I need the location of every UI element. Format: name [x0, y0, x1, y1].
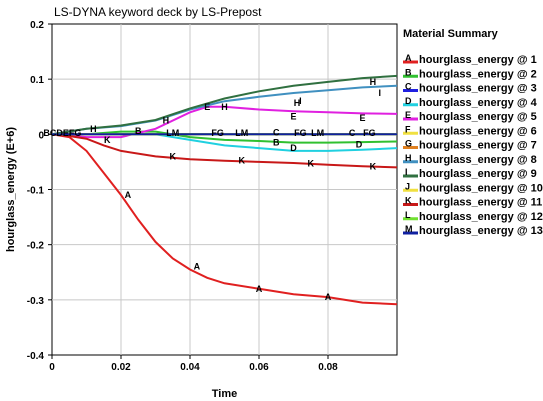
- series-marker-label: FG: [294, 128, 307, 138]
- x-tick-label: 0: [49, 362, 55, 373]
- series-marker-label: K: [308, 159, 315, 169]
- legend-title: Material Summary: [403, 28, 499, 40]
- legend-entry-label: hourglass_energy @ 13: [419, 225, 543, 237]
- series-marker-label: FG: [363, 128, 376, 138]
- series-line-B: [52, 130, 398, 144]
- series-marker-label: H: [294, 98, 301, 108]
- series-marker-label: K: [239, 155, 246, 165]
- series-marker-label: C: [349, 128, 356, 138]
- series-marker-label: A: [325, 292, 332, 302]
- series-marker-label: E: [359, 113, 365, 123]
- series-marker-label: H: [163, 116, 170, 126]
- legend-entry-label: hourglass_energy @ 7: [419, 140, 537, 152]
- series-marker-label: C: [273, 128, 280, 138]
- series-marker-label: I: [378, 88, 381, 98]
- legend-marker-letter: A: [405, 53, 412, 63]
- series-line-K: [51, 133, 398, 169]
- legend-marker-letter: D: [405, 96, 412, 106]
- series-marker-label: K: [170, 151, 177, 161]
- legend-marker-letter: J: [405, 181, 410, 191]
- y-tick-label: -0.3: [27, 296, 45, 307]
- series-marker-label: LM: [166, 128, 179, 138]
- series-marker-label: LM: [235, 128, 248, 138]
- series-marker-label: H: [221, 102, 228, 112]
- legend-marker-letter: G: [405, 139, 412, 149]
- legend-entry-label: hourglass_energy @ 4: [419, 97, 538, 109]
- legend-entry-label: hourglass_energy @ 5: [419, 111, 537, 123]
- legend-marker-letter: M: [405, 224, 413, 234]
- series-marker-label: FG: [211, 128, 224, 138]
- series-marker-label: B: [273, 138, 280, 148]
- legend-entry-label: hourglass_energy @ 1: [419, 54, 537, 66]
- series-marker-label: K: [370, 161, 377, 171]
- legend-marker-letter: E: [405, 110, 411, 120]
- series-line-E: [51, 105, 398, 139]
- legend-marker-letter: B: [405, 67, 412, 77]
- series-marker-label: A: [125, 190, 132, 200]
- legend-entry-label: hourglass_energy @ 12: [419, 211, 543, 223]
- y-axis-label: hourglass_energy (E+6): [5, 127, 17, 252]
- legend-marker-letter: C: [405, 82, 412, 92]
- legend-entry-label: hourglass_energy @ 3: [419, 83, 537, 95]
- legend-entry-label: hourglass_energy @ 8: [419, 154, 537, 166]
- series-line-A: [51, 133, 398, 306]
- series-marker-label: LM: [311, 128, 324, 138]
- y-tick-label: -0.2: [27, 241, 45, 252]
- legend-marker-letter: F: [405, 124, 411, 134]
- legend-entry-label: hourglass_energy @ 11: [419, 197, 542, 209]
- series-marker-label: E: [290, 112, 296, 122]
- y-tick-label: 0.1: [30, 75, 44, 86]
- legend-marker-letter: L: [405, 210, 411, 220]
- series-marker-label: I: [299, 96, 302, 106]
- legend-marker-letter: I: [405, 167, 408, 177]
- y-tick-label: 0.2: [30, 20, 44, 31]
- series-marker-label: B: [135, 126, 142, 136]
- series-marker-label: K: [104, 135, 111, 145]
- series-line-I: [51, 74, 398, 136]
- legend-entry-label: hourglass_energy @ 9: [419, 168, 537, 180]
- x-tick-label: 0.04: [180, 362, 200, 373]
- series-marker-label: H: [90, 124, 97, 134]
- series-marker-label: A: [256, 284, 263, 294]
- series-marker-label: D: [290, 143, 297, 153]
- legend-entry-label: hourglass_energy @ 10: [419, 182, 543, 194]
- legend-marker-letter: H: [405, 153, 412, 163]
- legend-marker-letter: K: [405, 196, 412, 206]
- chart-title: LS-DYNA keyword deck by LS-Prepost: [54, 5, 262, 19]
- x-tick-label: 0.08: [318, 362, 338, 373]
- x-tick-label: 0.02: [111, 362, 131, 373]
- series-marker-label: BCDEFG: [43, 128, 81, 138]
- series-marker-label: A: [194, 262, 201, 272]
- legend-entry-label: hourglass_energy @ 2: [419, 68, 537, 80]
- y-tick-label: -0.4: [27, 351, 45, 362]
- series-marker-label: E: [204, 102, 210, 112]
- x-axis-label: Time: [212, 388, 237, 400]
- x-tick-label: 0.06: [249, 362, 269, 373]
- series-marker-label: H: [370, 77, 377, 87]
- y-tick-label: -0.1: [27, 186, 45, 197]
- y-tick-label: 0: [38, 130, 44, 141]
- legend-entry-label: hourglass_energy @ 6: [419, 125, 537, 137]
- series-marker-label: D: [356, 139, 363, 149]
